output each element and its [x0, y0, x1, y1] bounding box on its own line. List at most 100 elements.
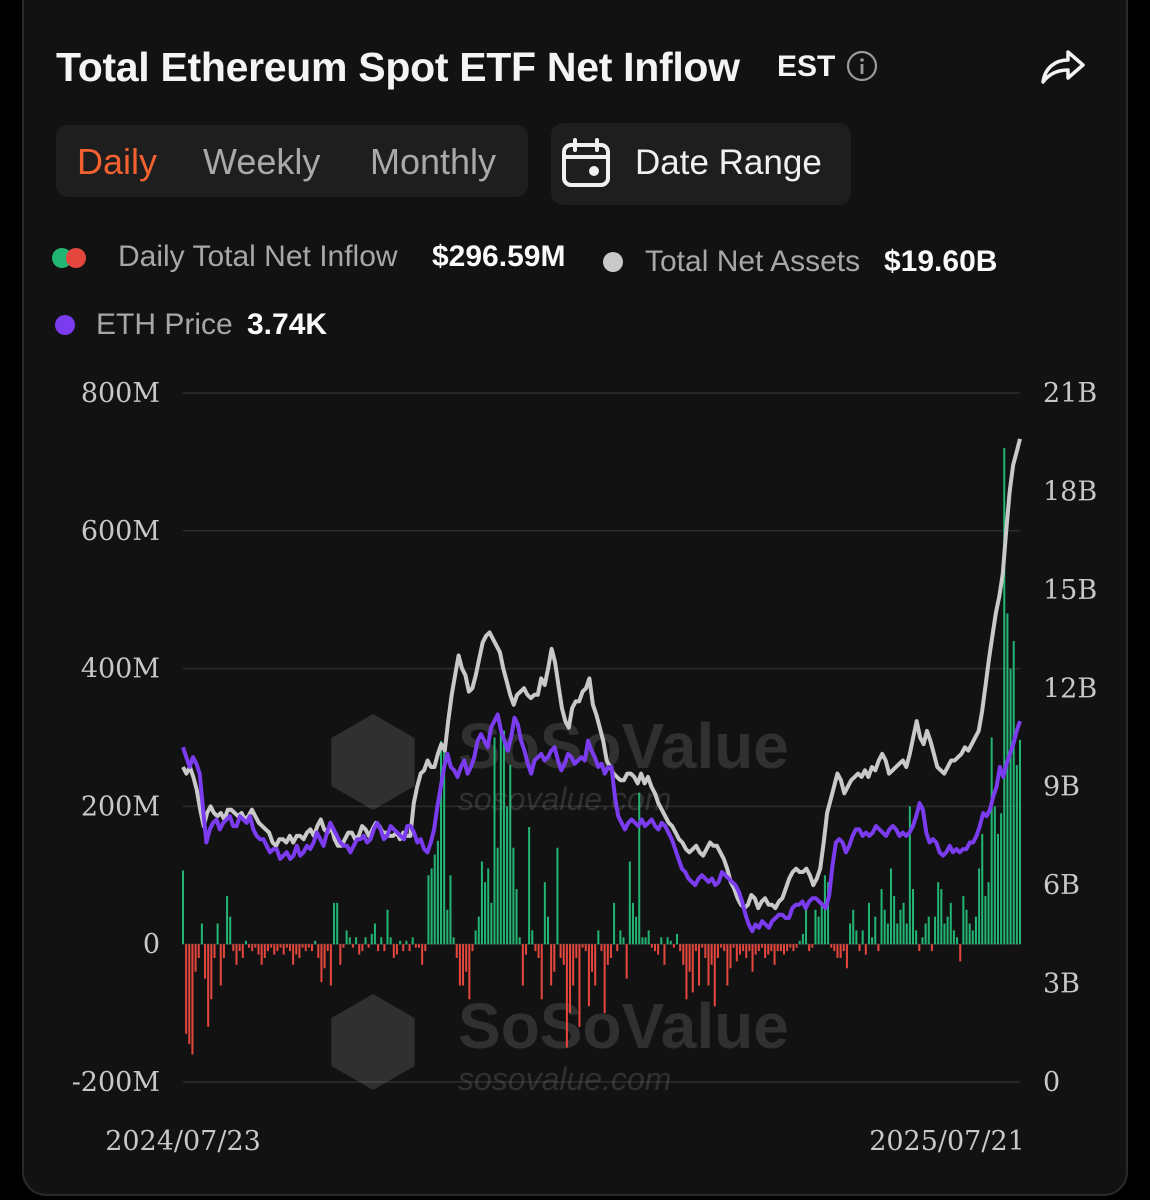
inflow-bar: [502, 730, 505, 945]
inflow-bar: [490, 902, 493, 945]
inflow-bar: [446, 909, 449, 945]
inflow-bar: [565, 944, 568, 1048]
inflow-bar: [808, 944, 811, 952]
inflow-bar: [518, 937, 521, 945]
inflow-bar: [430, 868, 433, 945]
inflow-bar: [575, 944, 578, 958]
inflow-bar: [836, 944, 839, 958]
inflow-bar: [811, 944, 814, 948]
inflow-bar: [1000, 813, 1003, 945]
inflow-bar: [676, 933, 679, 945]
inflow-bar: [383, 944, 386, 952]
inflow-bar: [978, 868, 981, 945]
inflow-bar: [512, 847, 515, 945]
y-tick-left: 200M: [81, 791, 160, 822]
inflow-bar: [742, 944, 745, 952]
inflow-bar: [433, 854, 436, 945]
inflow-bar: [578, 944, 581, 1027]
inflow-bar: [625, 944, 628, 979]
inflow-bar: [266, 944, 269, 952]
inflow-bar: [773, 944, 776, 965]
y-tick-left: 0: [143, 929, 160, 960]
date-range-button[interactable]: Date Range: [551, 123, 851, 205]
inflow-bar: [254, 944, 257, 948]
inflow-bar: [547, 916, 550, 945]
inflow-bar: [395, 944, 398, 955]
inflow-bar: [647, 930, 650, 945]
inflow-bar: [638, 792, 641, 945]
inflow-bar: [943, 923, 946, 945]
inflow-bar: [449, 875, 452, 945]
legend-price-value: 3.74K: [247, 308, 328, 341]
inflow-bar: [537, 944, 540, 958]
inflow-bar: [723, 944, 726, 952]
inflow-bar: [317, 944, 320, 958]
inflow-bar: [899, 909, 902, 945]
inflow-bar: [959, 944, 962, 962]
inflow-bar: [484, 882, 487, 945]
inflow-bar: [556, 847, 559, 945]
inflow-bar: [226, 895, 229, 945]
y-tick-right: 18B: [1043, 476, 1097, 507]
share-icon[interactable]: [1038, 44, 1088, 88]
inflow-bar: [789, 944, 792, 948]
inflow-bar: [594, 944, 597, 986]
inflow-bar: [399, 940, 402, 945]
inflow-bar: [927, 916, 930, 945]
inflow-bar: [767, 944, 770, 955]
legend-inflow-label: Daily Total Net Inflow: [118, 240, 398, 273]
inflow-bar: [880, 889, 883, 945]
inflow-bar: [238, 944, 241, 952]
inflow-bar: [241, 944, 244, 958]
inflow-bar: [751, 944, 754, 972]
inflow-bar: [726, 944, 729, 986]
tab-monthly[interactable]: Monthly: [370, 141, 497, 182]
inflow-bar: [776, 944, 779, 952]
info-icon[interactable]: [846, 50, 878, 82]
inflow-bar: [279, 944, 282, 948]
inflow-bar: [452, 937, 455, 945]
inflow-bar: [524, 944, 527, 955]
inflow-bar: [427, 875, 430, 945]
inflow-bar: [373, 923, 376, 945]
inflow-bar: [839, 944, 842, 958]
inflow-bar: [1015, 765, 1018, 945]
inflow-bar: [694, 944, 697, 952]
inflow-bar: [653, 944, 656, 952]
inflow-bar: [336, 902, 339, 945]
inflow-bar: [783, 944, 786, 955]
inflow-bar: [468, 944, 471, 1000]
inflow-bar: [323, 944, 326, 969]
inflow-bar: [641, 937, 644, 945]
inflow-bar: [462, 944, 465, 986]
inflow-bar: [974, 916, 977, 945]
inflow-bar: [701, 944, 704, 948]
inflow-bar: [515, 889, 518, 945]
inflow-bar: [940, 889, 943, 945]
inflow-bar: [591, 944, 594, 972]
inflow-bar: [688, 944, 691, 972]
inflow-bar: [474, 930, 477, 945]
timezone-label[interactable]: EST: [777, 50, 836, 83]
x-tick-start: 2024/07/23: [105, 1126, 261, 1157]
inflow-chart[interactable]: -200M 0 200M 400M 600M 800M 0 3B 6B 9B 12B 15B 18B 21…: [0, 360, 1150, 1160]
inflow-bar: [877, 944, 880, 952]
inflow-bar: [270, 944, 273, 948]
inflow-bar: [889, 868, 892, 945]
inflow-bar: [521, 944, 524, 986]
inflow-bar: [635, 916, 638, 945]
tab-daily[interactable]: Daily: [77, 141, 158, 182]
y-tick-left: 600M: [81, 516, 160, 547]
inflow-bar: [679, 944, 682, 952]
inflow-bar: [754, 944, 757, 955]
inflow-bar: [597, 930, 600, 945]
tab-weekly[interactable]: Weekly: [203, 141, 321, 182]
inflow-bar: [295, 944, 298, 955]
inflow-bar: [716, 944, 719, 958]
svg-text:sosovalue.com: sosovalue.com: [458, 1061, 671, 1097]
inflow-bar: [682, 944, 685, 965]
inflow-bar: [311, 944, 314, 952]
y-tick-right: 12B: [1043, 673, 1097, 704]
legend-price-dot: [55, 315, 75, 335]
inflow-bar: [622, 937, 625, 945]
